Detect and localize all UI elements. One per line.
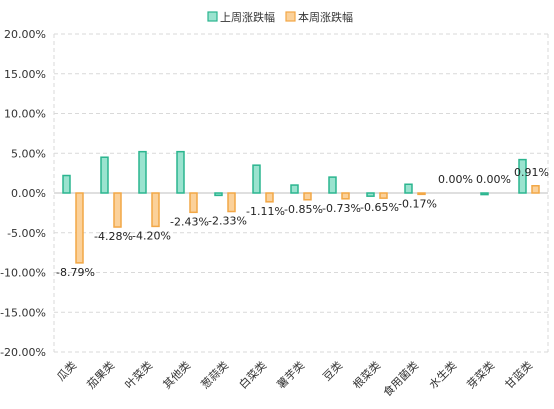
data-label: 0.91% <box>514 166 549 179</box>
bar-last-week <box>100 156 109 194</box>
bar-last-week <box>214 192 223 197</box>
bar-this-week <box>151 192 160 228</box>
bar-last-week <box>62 174 71 194</box>
bar-last-week <box>366 192 375 197</box>
x-category-label: 葱蒜类 <box>198 358 231 391</box>
y-tick-label: 5.00% <box>11 147 46 160</box>
data-label: -0.65% <box>360 201 399 214</box>
bar-this-week <box>417 192 426 196</box>
bar-last-week <box>176 150 185 194</box>
data-label: -8.79% <box>56 266 95 279</box>
data-labels-layer: -8.79% -4.28% -4.20%-2.43% -2.33%-1.11% -0.8… <box>56 166 549 279</box>
legend-swatch-last-week <box>207 11 218 22</box>
legend-label-this-week: 本周涨跌幅 <box>298 10 353 24</box>
data-label: -0.73% <box>322 202 361 215</box>
y-tick-label: 15.00% <box>4 68 46 81</box>
legend-label-last-week: 上周涨跌幅 <box>220 10 275 24</box>
x-category-label: 薯芋类 <box>274 358 307 391</box>
x-category-label: 豆类 <box>320 358 345 383</box>
bar-this-week <box>227 192 236 213</box>
y-tick-label: -20.00% <box>0 346 46 359</box>
axis-layer: 20.00% 15.00% 10.00% 5.00% 0.00% -5.00% -10.00… <box>0 28 548 359</box>
bar-last-week <box>290 184 299 194</box>
bar-last-week <box>252 164 261 194</box>
x-category-label: 芽菜类 <box>464 358 497 391</box>
bar-this-week <box>341 192 350 200</box>
y-tick-label: 0.00% <box>11 187 46 200</box>
legend: 上周涨跌幅 本周涨跌幅 <box>207 10 353 24</box>
bar-last-week <box>328 176 337 194</box>
x-category-label: 叶菜类 <box>122 358 155 391</box>
x-category-label: 其他类 <box>160 358 193 391</box>
data-label: -1.11% <box>246 205 285 218</box>
y-tick-label: -15.00% <box>0 306 46 319</box>
y-tick-label: 10.00% <box>4 108 46 121</box>
y-tick-label: -5.00% <box>7 227 46 240</box>
bar-this-week <box>531 185 540 194</box>
data-label: -4.28% <box>94 230 133 243</box>
bar-this-week <box>189 192 198 214</box>
data-label: -4.20% <box>132 229 171 242</box>
data-label: 0.00% <box>476 173 511 186</box>
bar-this-week <box>75 192 84 264</box>
bar-this-week <box>113 192 122 228</box>
data-label: -0.17% <box>398 197 437 210</box>
x-category-label: 水生类 <box>426 358 459 391</box>
bar-last-week <box>480 192 489 196</box>
x-category-label: 根菜类 <box>350 358 383 391</box>
data-label: -0.85% <box>284 203 323 216</box>
bar-this-week <box>303 192 312 201</box>
x-category-label: 瓜类 <box>54 358 79 383</box>
grid-layer <box>53 33 549 353</box>
bars-layer <box>62 150 540 264</box>
x-category-label: 白菜类 <box>236 358 269 391</box>
x-category-label: 茄果类 <box>84 358 117 391</box>
bar-last-week <box>138 150 147 194</box>
data-label: 0.00% <box>438 173 473 186</box>
bar-last-week <box>404 183 413 194</box>
bar-last-week <box>518 158 527 194</box>
x-category-label: 甘蓝类 <box>502 358 535 391</box>
y-tick-label: -10.00% <box>0 267 46 280</box>
bar-this-week <box>265 192 274 203</box>
y-tick-label: 20.00% <box>4 28 46 41</box>
data-label: -2.43% <box>170 215 209 228</box>
bar-this-week <box>379 192 388 199</box>
x-category-label: 食用菌类 <box>380 358 421 399</box>
data-label: -2.33% <box>208 215 247 228</box>
legend-swatch-this-week <box>285 11 296 22</box>
